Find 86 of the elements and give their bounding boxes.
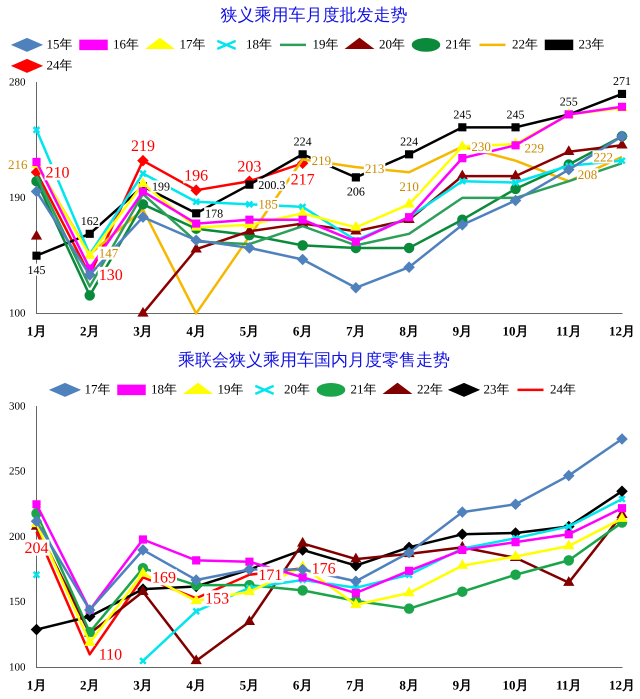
legend-label: 21年 xyxy=(350,381,376,396)
data-label: 169 xyxy=(152,570,176,587)
annotation: 229 xyxy=(524,140,544,156)
x-tick-label: 4月 xyxy=(186,678,206,693)
annotation: 147 xyxy=(98,246,119,261)
annotation: 213 xyxy=(364,160,384,176)
x-tick-label: 10月 xyxy=(502,324,529,339)
x-tick-label: 1月 xyxy=(26,678,46,693)
chart-title: 乘联会狭义乘用车国内月度零售走势 xyxy=(178,350,450,371)
x-tick-label: 12月 xyxy=(609,324,635,339)
y-tick-label: 100 xyxy=(9,307,26,320)
y-tick-label: 200 xyxy=(9,530,26,543)
data-label: 162 xyxy=(80,214,99,228)
data-label: 153 xyxy=(205,590,230,608)
y-tick-label: 280 xyxy=(9,76,26,88)
data-label: 217 xyxy=(290,171,315,188)
y-tick-label: 300 xyxy=(9,400,26,412)
x-tick-label: 2月 xyxy=(80,678,100,693)
legend-label: 20年 xyxy=(284,381,310,396)
y-tick-label: 150 xyxy=(9,596,26,608)
x-tick-label: 9月 xyxy=(452,324,472,339)
legend-label: 21年 xyxy=(446,36,472,52)
x-tick-label: 5月 xyxy=(240,678,260,693)
x-tick-label: 7月 xyxy=(346,678,366,693)
legend-label: 18年 xyxy=(151,381,177,396)
legend-label: 18年 xyxy=(246,36,272,52)
x-tick-label: 7月 xyxy=(346,324,366,339)
legend-label: 17年 xyxy=(180,36,206,52)
y-tick-label: 100 xyxy=(9,661,26,674)
legend-label: 19年 xyxy=(312,36,338,52)
data-label: 176 xyxy=(312,560,336,578)
x-tick-label: 4月 xyxy=(186,324,206,339)
data-label: 206 xyxy=(346,184,365,199)
data-label: 245 xyxy=(506,107,525,122)
y-tick-label: 190 xyxy=(9,192,26,204)
x-tick-label: 10月 xyxy=(502,678,529,693)
legend-label: 24年 xyxy=(46,57,72,72)
data-label: 203 xyxy=(237,158,262,176)
data-label: 224 xyxy=(294,134,312,148)
legend-label: 20年 xyxy=(379,36,405,52)
x-tick-label: 11月 xyxy=(556,324,582,339)
data-label: 178 xyxy=(205,206,224,220)
data-label: 255 xyxy=(560,94,578,109)
data-label: 224 xyxy=(400,134,418,148)
x-tick-label: 11月 xyxy=(556,678,582,693)
legend-label: 19年 xyxy=(218,381,244,396)
legend-label: 23年 xyxy=(578,36,604,52)
x-tick-label: 6月 xyxy=(292,678,312,693)
data-label: 130 xyxy=(98,267,123,284)
x-tick-label: 12月 xyxy=(609,678,635,693)
legend-label: 17年 xyxy=(84,381,110,396)
annotation: 222 xyxy=(594,149,613,164)
x-tick-label: 2月 xyxy=(80,324,100,339)
data-label: 210 xyxy=(46,164,70,182)
x-tick-label: 8月 xyxy=(399,678,419,693)
x-tick-label: 9月 xyxy=(452,678,472,693)
annotation: 230 xyxy=(471,138,491,154)
data-label: 204 xyxy=(24,540,48,557)
x-tick-label: 5月 xyxy=(240,324,260,339)
data-label: 110 xyxy=(98,646,122,664)
legend-label: 16年 xyxy=(113,36,139,52)
legend-label: 22年 xyxy=(512,36,538,52)
x-tick-label: 3月 xyxy=(133,678,153,693)
data-label: 245 xyxy=(453,107,472,122)
data-label: 219 xyxy=(130,138,155,155)
annotation: 208 xyxy=(578,167,598,182)
legend-label: 22年 xyxy=(417,381,443,396)
annotation: 219 xyxy=(312,153,332,168)
annotation: 210 xyxy=(399,179,419,194)
x-tick-label: 3月 xyxy=(133,324,153,339)
legend-label: 24年 xyxy=(550,381,576,396)
data-label: 196 xyxy=(184,167,208,184)
data-label: 200.3 xyxy=(258,178,286,192)
data-label: 199 xyxy=(152,180,170,194)
x-tick-label: 8月 xyxy=(399,324,419,339)
legend-label: 15年 xyxy=(46,36,72,52)
x-tick-label: 1月 xyxy=(26,324,46,339)
legend-label: 23年 xyxy=(484,381,510,396)
data-label: 271 xyxy=(613,74,631,88)
annotation: 216 xyxy=(8,156,28,172)
x-tick-label: 6月 xyxy=(292,324,312,339)
y-tick-label: 250 xyxy=(9,466,26,478)
data-label: 145 xyxy=(28,262,46,277)
chart-title: 狭义乘用车月度批发走势 xyxy=(220,6,408,26)
data-label: 171 xyxy=(258,566,282,584)
annotation: 185 xyxy=(258,196,278,212)
